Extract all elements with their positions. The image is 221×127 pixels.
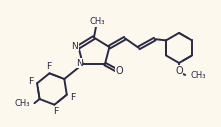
Text: O: O: [175, 66, 183, 76]
Text: F: F: [70, 92, 75, 101]
Text: CH₃: CH₃: [190, 71, 206, 80]
Text: F: F: [53, 107, 58, 116]
Text: N: N: [76, 59, 83, 68]
Text: N: N: [71, 42, 78, 51]
Text: F: F: [29, 76, 34, 85]
Text: F: F: [46, 62, 51, 72]
Text: CH₃: CH₃: [89, 17, 105, 26]
Text: CH₃: CH₃: [15, 99, 30, 108]
Text: O: O: [116, 66, 123, 76]
